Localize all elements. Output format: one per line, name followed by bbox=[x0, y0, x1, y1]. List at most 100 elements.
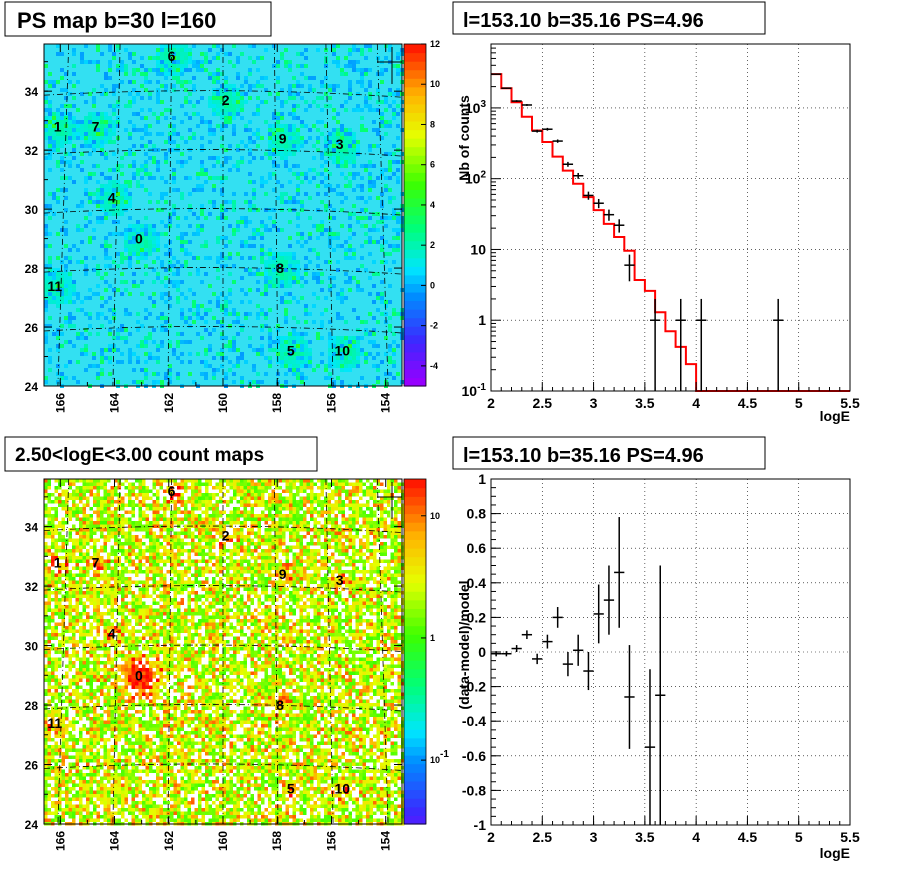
map-pixel bbox=[332, 108, 336, 112]
map-pixel bbox=[282, 525, 286, 529]
map-pixel bbox=[233, 493, 237, 497]
map-pixel bbox=[180, 292, 184, 296]
map-pixel bbox=[348, 276, 352, 280]
map-pixel bbox=[240, 514, 244, 518]
map-pixel bbox=[111, 493, 115, 497]
map-pixel bbox=[172, 68, 176, 72]
source-label: 10 bbox=[335, 343, 351, 359]
map-pixel bbox=[80, 228, 84, 232]
map-pixel bbox=[256, 268, 260, 272]
map-pixel bbox=[230, 483, 234, 487]
map-pixel bbox=[359, 490, 363, 494]
map-pixel bbox=[205, 490, 209, 494]
map-pixel bbox=[376, 320, 380, 324]
map-pixel bbox=[348, 148, 352, 152]
map-pixel bbox=[168, 240, 172, 244]
map-pixel bbox=[230, 490, 234, 494]
map-pixel bbox=[168, 364, 172, 368]
map-pixel bbox=[51, 483, 55, 487]
map-pixel bbox=[338, 486, 342, 490]
map-pixel bbox=[198, 535, 202, 539]
map-pixel bbox=[64, 268, 68, 272]
map-pixel bbox=[212, 328, 216, 332]
map-pixel bbox=[88, 140, 92, 144]
map-pixel bbox=[55, 507, 59, 511]
map-pixel bbox=[394, 528, 398, 532]
map-pixel bbox=[153, 500, 157, 504]
map-pixel bbox=[80, 168, 84, 172]
map-pixel bbox=[380, 479, 384, 483]
map-pixel bbox=[132, 160, 136, 164]
map-pixel bbox=[84, 176, 88, 180]
map-pixel bbox=[86, 525, 90, 529]
map-pixel bbox=[51, 479, 55, 483]
map-pixel bbox=[284, 100, 288, 104]
map-pixel bbox=[72, 244, 76, 248]
map-pixel bbox=[72, 144, 76, 148]
map-pixel bbox=[335, 518, 339, 522]
map-pixel bbox=[289, 504, 293, 508]
map-pixel bbox=[359, 539, 363, 543]
map-pixel bbox=[252, 256, 256, 260]
map-pixel bbox=[176, 56, 180, 60]
map-pixel bbox=[128, 532, 132, 536]
map-pixel bbox=[191, 539, 195, 543]
map-pixel bbox=[338, 483, 342, 487]
map-pixel bbox=[244, 144, 248, 148]
map-pixel bbox=[107, 500, 111, 504]
map-pixel bbox=[139, 497, 143, 501]
map-pixel bbox=[84, 256, 88, 260]
map-pixel bbox=[265, 500, 269, 504]
map-pixel bbox=[188, 316, 192, 320]
map-pixel bbox=[128, 479, 132, 483]
map-pixel bbox=[196, 256, 200, 260]
map-pixel bbox=[96, 112, 100, 116]
map-pixel bbox=[280, 336, 284, 340]
map-pixel bbox=[265, 539, 269, 543]
map-pixel bbox=[181, 532, 185, 536]
map-pixel bbox=[232, 124, 236, 128]
map-pixel bbox=[256, 380, 260, 384]
map-pixel bbox=[80, 152, 84, 156]
map-pixel bbox=[56, 164, 60, 168]
map-pixel bbox=[69, 511, 73, 515]
map-pixel bbox=[384, 240, 388, 244]
map-pixel bbox=[118, 528, 122, 532]
map-pixel bbox=[48, 497, 52, 501]
map-pixel bbox=[254, 539, 258, 543]
map-pixel bbox=[300, 479, 304, 483]
map-pixel bbox=[96, 140, 100, 144]
map-pixel bbox=[156, 507, 160, 511]
map-pixel bbox=[256, 288, 260, 292]
map-pixel bbox=[373, 525, 377, 529]
map-pixel bbox=[300, 284, 304, 288]
map-pixel bbox=[370, 514, 374, 518]
map-pixel bbox=[240, 490, 244, 494]
map-pixel bbox=[251, 507, 255, 511]
map-pixel bbox=[380, 518, 384, 522]
map-pixel bbox=[120, 188, 124, 192]
map-pixel bbox=[184, 340, 188, 344]
map-pixel bbox=[152, 156, 156, 160]
map-pixel bbox=[387, 514, 391, 518]
map-pixel bbox=[328, 521, 332, 525]
map-pixel bbox=[204, 60, 208, 64]
map-pixel bbox=[140, 256, 144, 260]
map-pixel bbox=[216, 296, 220, 300]
map-pixel bbox=[376, 144, 380, 148]
map-pixel bbox=[296, 528, 300, 532]
map-pixel bbox=[304, 312, 308, 316]
map-pixel bbox=[256, 56, 260, 60]
map-pixel bbox=[300, 336, 304, 340]
map-pixel bbox=[84, 264, 88, 268]
map-pixel bbox=[258, 490, 262, 494]
map-pixel bbox=[100, 348, 104, 352]
map-pixel bbox=[332, 48, 336, 52]
map-pixel bbox=[84, 60, 88, 64]
map-pixel bbox=[348, 364, 352, 368]
map-pixel bbox=[308, 260, 312, 264]
map-pixel bbox=[100, 324, 104, 328]
map-pixel bbox=[240, 92, 244, 96]
map-pixel bbox=[247, 539, 251, 543]
map-pixel bbox=[258, 479, 262, 483]
